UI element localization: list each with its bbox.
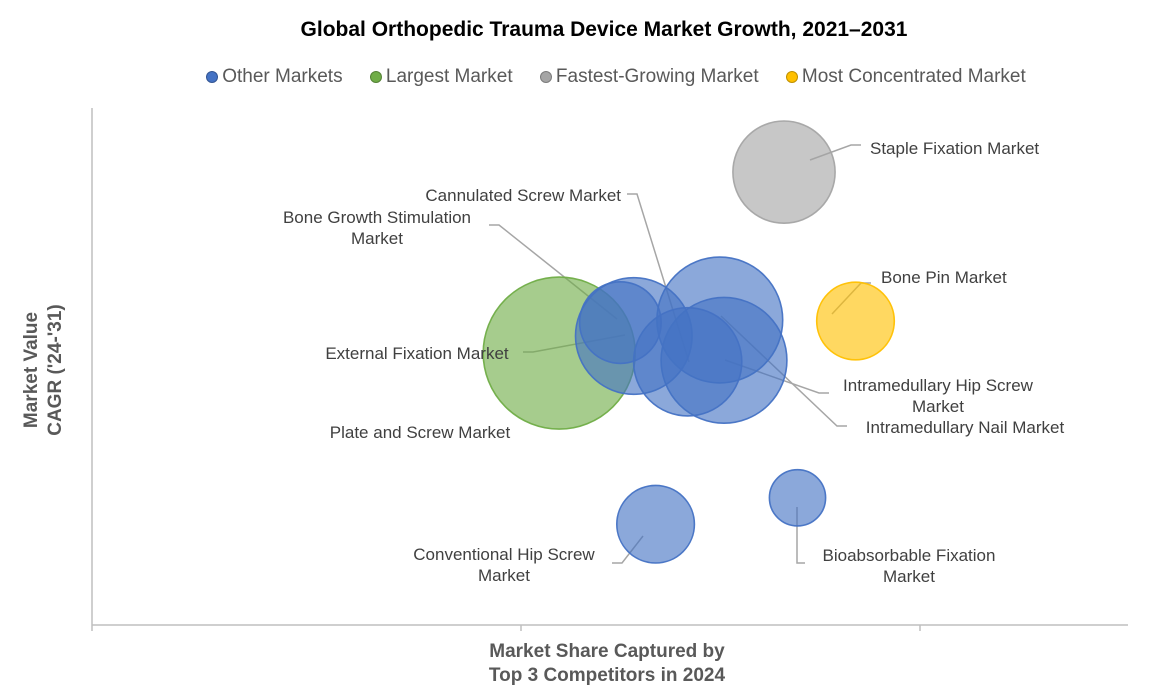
data-label-bone-pin-market: Bone Pin Market (881, 268, 1007, 287)
data-labels: Cannulated Screw Market Bone Growth Stimu… (283, 139, 1064, 586)
data-label-plate-and-screw-market: Plate and Screw Market (330, 423, 511, 442)
data-label-line: External Fixation Market (325, 344, 509, 363)
legend-item-other-markets: Other Markets (206, 66, 343, 88)
data-label-line: Intramedullary Nail Market (866, 418, 1065, 437)
legend-item-fastest-growing-market: Fastest-Growing Market (539, 66, 759, 88)
y-axis-title-line-2: CAGR ('24-'31) (45, 304, 66, 436)
data-label-bone-growth-stimulation-market: Bone Growth Stimulation Market (283, 208, 471, 248)
legend-label-most-concentrated-market: Most Concentrated Market (801, 66, 1026, 87)
data-label-line: Staple Fixation Market (870, 139, 1039, 158)
data-label-cannulated-screw-market: Cannulated Screw Market (425, 186, 621, 205)
legend-swatch-most-concentrated-market (785, 71, 798, 83)
data-label-bioabsorbable-fixation-market: Bioabsorbable Fixation Market (823, 546, 996, 586)
data-label-line: Bone Pin Market (881, 268, 1007, 287)
data-label-intramedullary-nail-market: Intramedullary Nail Market (866, 418, 1065, 437)
legend-swatch-fastest-growing-market (539, 71, 552, 83)
bubble-staple-fixation-market (732, 120, 836, 225)
legend: Other Markets Largest Market Fastest-Gro… (0, 66, 1152, 89)
y-axis-title: Market Value CAGR ('24-'31) (14, 240, 74, 500)
data-label-line: Market (883, 567, 935, 586)
legend-swatch-largest-market (369, 71, 382, 83)
data-label-intramedullary-hip-screw-market: Intramedullary Hip Screw Market (843, 376, 1034, 416)
data-label-line: Conventional Hip Screw (413, 545, 595, 564)
x-axis-title-line-2: Top 3 Competitors in 2024 (488, 665, 726, 686)
bubble-bioabsorbable-fixation-market (768, 468, 827, 527)
bubble-bone-pin-market (815, 281, 896, 361)
axes (91, 108, 1128, 631)
data-label-line: Plate and Screw Market (330, 423, 511, 442)
legend-swatch-other-markets (206, 71, 219, 83)
data-label-line: Cannulated Screw Market (425, 186, 621, 205)
data-label-external-fixation-market: External Fixation Market (325, 344, 509, 363)
data-label-line: Market (478, 566, 530, 585)
data-label-staple-fixation-market: Staple Fixation Market (870, 139, 1039, 158)
data-label-line: Bioabsorbable Fixation (823, 546, 996, 565)
x-axis-title: Market Share Captured by Top 3 Competito… (457, 640, 757, 688)
data-label-conventional-hip-screw-market: Conventional Hip Screw Market (413, 545, 595, 585)
legend-label-other-markets: Other Markets (222, 66, 343, 87)
bubble-cannulated-screw-market (578, 281, 663, 365)
legend-label-fastest-growing-market: Fastest-Growing Market (555, 66, 759, 87)
data-label-line: Bone Growth Stimulation (283, 208, 471, 227)
y-axis-title-line-1: Market Value (21, 311, 42, 429)
data-label-line: Market (912, 397, 964, 416)
data-label-line: Intramedullary Hip Screw (843, 376, 1034, 395)
legend-label-largest-market: Largest Market (385, 66, 513, 87)
data-label-line: Market (351, 229, 403, 248)
bubble-conventional-hip-screw-market (615, 484, 696, 564)
legend-item-most-concentrated-market: Most Concentrated Market (785, 66, 1026, 88)
chart-title: Global Orthopedic Trauma Device Market G… (300, 18, 908, 41)
x-axis-title-line-1: Market Share Captured by (489, 641, 725, 662)
bubbles (482, 120, 896, 564)
legend-item-largest-market: Largest Market (369, 66, 513, 88)
